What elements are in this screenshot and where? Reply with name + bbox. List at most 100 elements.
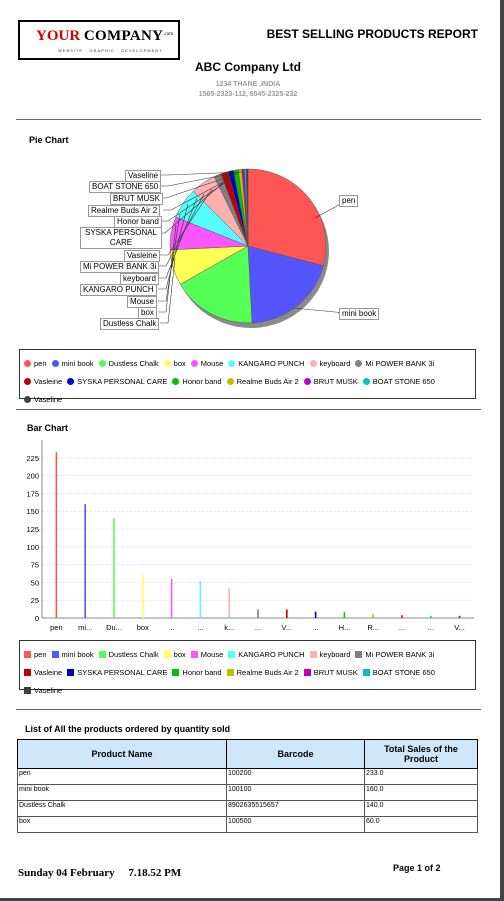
legend-label: KANGARO PUNCH (238, 359, 305, 368)
bar (430, 615, 432, 618)
y-tick-label: 150 (26, 507, 39, 516)
legend-swatch (51, 651, 59, 658)
bar-legend: pen mini book Dustless Chalk box Mouse KANGAR… (19, 640, 476, 695)
legend-swatch (98, 360, 106, 367)
pie-leader-line (160, 257, 176, 324)
cell-product-name: box (17, 816, 227, 833)
legend-label: Dustless Chalk (108, 650, 159, 659)
pie-slice (180, 245, 253, 324)
footer-time: 7.18.52 PM (128, 867, 182, 879)
legend-swatch (163, 360, 171, 367)
table-title: List of All the products ordered by quan… (25, 724, 231, 734)
legend-item: Realme Buds Air 2 (226, 375, 299, 388)
pie-slice (247, 245, 324, 324)
table-row: mini book 100100 160.0 (17, 784, 478, 801)
legend-item: box (163, 357, 186, 370)
legend-label: KANGARO PUNCH (238, 650, 305, 659)
bar (401, 615, 403, 618)
page-edge (0, 898, 504, 901)
cell-total-sales: 60.0 (364, 816, 478, 833)
x-tick-label: ... (168, 623, 174, 632)
y-tick-label: 175 (26, 489, 39, 498)
legend-item: Honor band (172, 375, 222, 388)
legend-swatch (355, 360, 363, 367)
bar (314, 611, 317, 618)
footer-datetime: Sunday 04 February 7.18.52 PM (18, 867, 181, 879)
legend-item: Mi POWER BANK 3i (355, 648, 434, 661)
page-edge (500, 0, 504, 901)
legend-item: Dustless Chalk (98, 648, 159, 661)
pie-leader-line (158, 197, 198, 279)
legend-label: Mi POWER BANK 3i (365, 359, 435, 368)
divider (16, 709, 481, 710)
legend-swatch (226, 378, 234, 385)
x-tick-label: k... (224, 623, 234, 632)
x-tick-label: pen (50, 623, 63, 632)
bar (228, 588, 230, 618)
pie-leader-line (160, 171, 244, 176)
cell-product-name: pen (17, 768, 227, 785)
legend-item: box (163, 648, 186, 661)
y-tick-label: 100 (26, 543, 39, 552)
legend-item: Vaseline (24, 684, 62, 697)
legend-swatch (67, 378, 75, 385)
pie-slice (247, 168, 327, 267)
legend-swatch (24, 687, 31, 694)
legend-item: pen (24, 648, 47, 661)
legend-item: BRUT MUSK (303, 375, 358, 388)
company-address: 1234 THANE ,INDIA (215, 81, 281, 88)
legend-swatch (190, 360, 198, 367)
y-tick-label: 125 (26, 525, 39, 534)
legend-swatch (24, 669, 31, 676)
bar (199, 580, 202, 618)
legend-item: pen (24, 357, 47, 370)
y-tick-label: 25 (31, 596, 39, 605)
x-tick-label: ... (428, 623, 434, 632)
legend-swatch (24, 360, 31, 367)
legend-label: Vasleine (34, 668, 63, 677)
bar (343, 612, 346, 618)
legend-label: keyboard (319, 650, 351, 659)
x-tick-label: ... (399, 623, 405, 632)
legend-label: Vaseline (34, 395, 63, 404)
pie-leader-line (158, 203, 189, 290)
cell-barcode: 100200 (226, 768, 365, 785)
legend-item: Realme Buds Air 2 (226, 666, 299, 679)
legend-label: Mi POWER BANK 3i (365, 650, 435, 659)
company-phones: 1565-2323-112, 6545-2325-232 (198, 91, 298, 98)
x-tick-label: ... (197, 623, 203, 632)
legend-label: BOAT STONE 650 (372, 377, 435, 386)
bar (458, 615, 461, 618)
legend-item: BOAT STONE 650 (362, 666, 435, 679)
legend-label: BOAT STONE 650 (372, 668, 435, 677)
x-tick-label: ... (312, 623, 318, 632)
x-tick-label: Du... (106, 623, 122, 632)
legend-label: mini book (61, 359, 94, 368)
legend-label: box (173, 359, 186, 368)
legend-swatch (163, 651, 171, 658)
legend-item: Vasleine (24, 666, 62, 679)
logo-tagline: WEBSITE · GRAPHIC · DEVELOPMENT (58, 48, 163, 53)
legend-label: SYSKA PERSONAL CARE (77, 377, 168, 386)
pie-label-pen: pen (339, 195, 359, 207)
y-tick-label: 75 (31, 561, 39, 570)
legend-swatch (172, 378, 180, 385)
bar (113, 518, 115, 618)
x-tick-label: R... (367, 623, 379, 632)
logo-your: YOUR (36, 28, 81, 44)
pie-label-syska: SYSKA PERSONAL CARE (80, 227, 162, 249)
pie-label-mini-book: mini book (339, 308, 380, 320)
legend-item: KANGARO PUNCH (228, 357, 305, 370)
legend-item: Vasleine (24, 375, 62, 388)
logo-wordmark: YOUR COMPANY.com (36, 28, 173, 45)
pie-label-vasleine: Vasleine (124, 250, 161, 262)
pie-label-keyboard: keyboard (120, 273, 159, 285)
legend-swatch (67, 669, 75, 676)
y-tick-label: 0 (35, 614, 39, 623)
legend-label: Mouse (200, 650, 224, 659)
pie-label-kangaro-punch: KANGARO PUNCH (80, 284, 157, 296)
legend-swatch (303, 378, 311, 385)
bar (142, 575, 144, 618)
legend-label: SYSKA PERSONAL CARE (77, 668, 168, 677)
legend-item: Mouse (190, 648, 224, 661)
